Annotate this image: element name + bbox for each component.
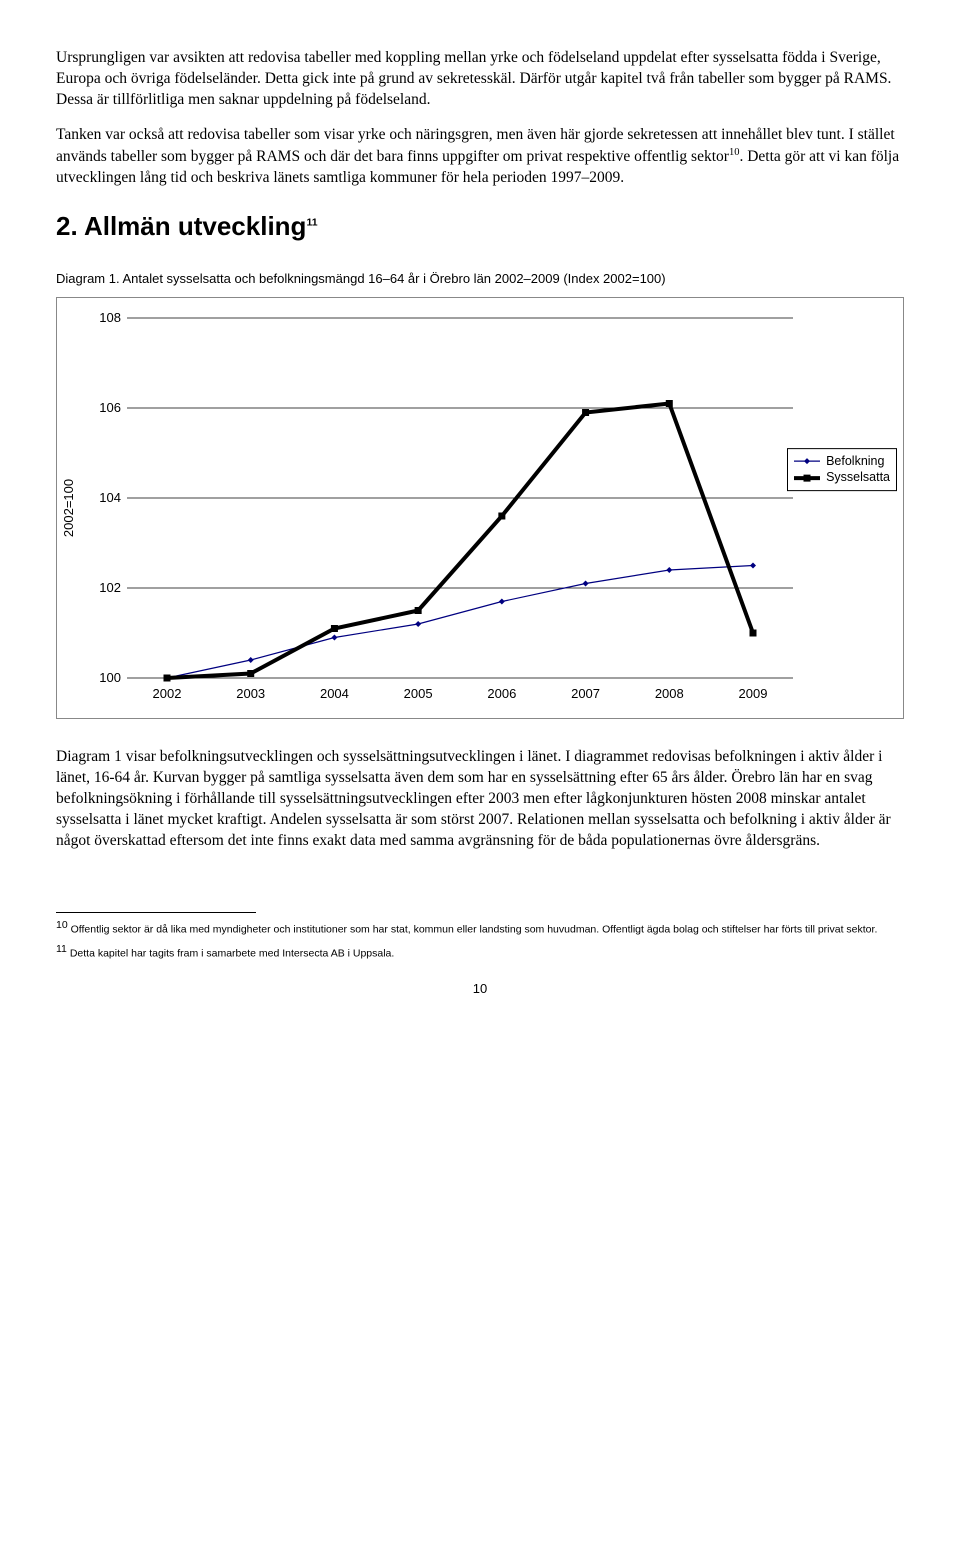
heading-sup: 11: [306, 216, 317, 228]
chart-ytick-label: 106: [87, 400, 121, 418]
legend-label: Befolkning: [826, 453, 884, 470]
paragraph-2: Tanken var också att redovisa tabeller s…: [56, 125, 904, 189]
footnote-11: 11 Detta kapitel har tagits fram i samar…: [56, 943, 896, 961]
footnote-text-11: Detta kapitel har tagits fram i samarbet…: [67, 947, 394, 959]
paragraph-1: Ursprungligen var avsikten att redovisa …: [56, 48, 904, 111]
footnote-num-10: 10: [56, 919, 68, 931]
chart-ytick-label: 108: [87, 310, 121, 328]
chart-xtick-label: 2005: [404, 685, 433, 703]
chart-xtick-label: 2002: [153, 685, 182, 703]
chart-xtick-label: 2004: [320, 685, 349, 703]
page-number: 10: [56, 980, 904, 998]
chart-xtick-label: 2009: [739, 685, 768, 703]
legend-item: Sysselsatta: [794, 470, 890, 487]
chart-xtick-label: 2006: [487, 685, 516, 703]
footnotes-divider: [56, 912, 256, 913]
chart-ytick-label: 102: [87, 580, 121, 598]
diagram-caption: Diagram 1. Antalet sysselsatta och befol…: [56, 270, 904, 288]
chart-legend: BefolkningSysselsatta: [787, 448, 897, 492]
chart-ytick-label: 100: [87, 670, 121, 688]
chart-svg: [127, 318, 793, 678]
section-heading: 2. Allmän utveckling11: [56, 209, 904, 244]
chart-xtick-label: 2003: [236, 685, 265, 703]
chart-container: 2002=100 BefolkningSysselsatta 100102104…: [56, 297, 904, 719]
chart-xtick-label: 2008: [655, 685, 684, 703]
footnote-num-11: 11: [56, 943, 67, 955]
footnote-10: 10 Offentlig sektor är då lika med myndi…: [56, 919, 896, 937]
legend-item: Befolkning: [794, 453, 890, 470]
legend-label: Sysselsatta: [826, 470, 890, 487]
chart-xtick-label: 2007: [571, 685, 600, 703]
heading-text: 2. Allmän utveckling: [56, 211, 306, 241]
paragraph-3: Diagram 1 visar befolkningsutvecklingen …: [56, 747, 904, 852]
footnote-text-10: Offentlig sektor är då lika med myndighe…: [68, 923, 878, 935]
footnote-ref-10: 10: [729, 147, 740, 158]
chart-ytick-label: 104: [87, 490, 121, 508]
chart-yaxis-title: 2002=100: [60, 479, 78, 537]
chart-plot-area: BefolkningSysselsatta 100102104106108200…: [127, 318, 793, 678]
